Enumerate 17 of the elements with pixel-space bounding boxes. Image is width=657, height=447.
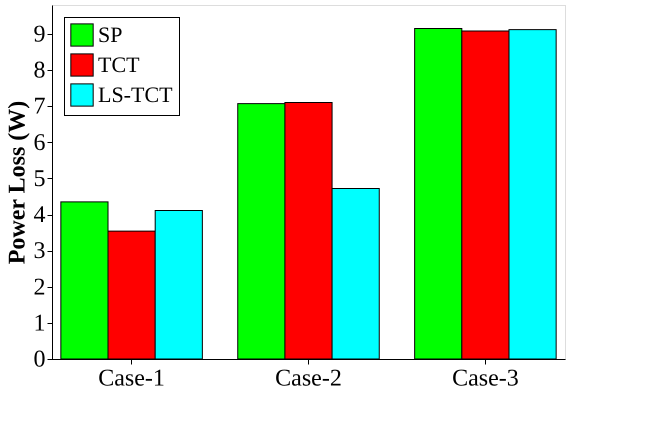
y-tick-label: 8	[34, 58, 46, 84]
legend-label: LS-TCT	[98, 82, 174, 107]
y-axis-title: Power Loss (W)	[4, 100, 30, 264]
y-tick-label: 0	[34, 346, 46, 372]
y-tick-label: 4	[34, 202, 46, 228]
y-tick-label: 7	[34, 94, 46, 120]
x-tick-label: Case-3	[452, 366, 519, 392]
y-tick-label: 9	[34, 21, 46, 48]
y-tick-label: 1	[34, 310, 46, 336]
y-tick-label: 6	[34, 130, 46, 156]
x-tick-label: Case-1	[98, 366, 165, 392]
legend-label: SP	[98, 22, 122, 47]
legend-label: TCT	[98, 52, 140, 77]
y-tick-label: 2	[34, 274, 46, 300]
y-tick-label: 3	[34, 238, 46, 264]
x-tick-label: Case-2	[275, 366, 342, 392]
y-tick-label: 5	[34, 166, 46, 192]
